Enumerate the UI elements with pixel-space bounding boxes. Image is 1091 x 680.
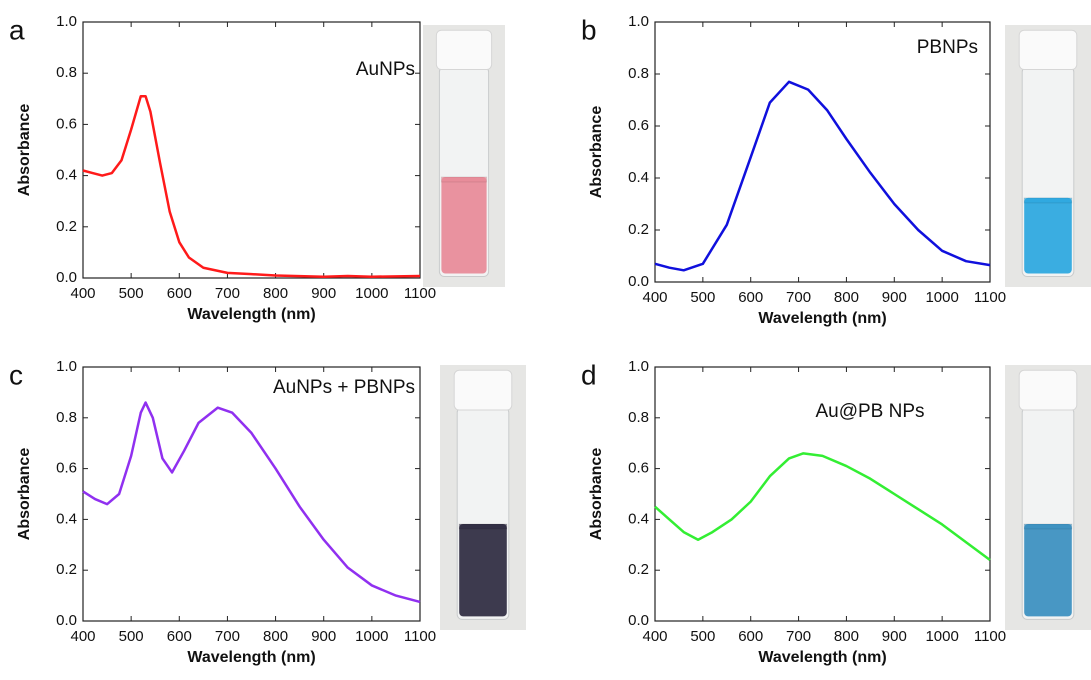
vial-meniscus: [440, 176, 488, 183]
y-tick-label: 0.8: [628, 65, 649, 82]
vial-photo: [1005, 365, 1091, 630]
y-tick-label: 0.2: [628, 561, 649, 578]
panel-letter: c: [9, 359, 23, 390]
x-tick-label: 1000: [355, 628, 388, 645]
x-tick-label: 400: [642, 289, 667, 306]
x-tick-label: 700: [786, 289, 811, 306]
annotation: Au@PB NPs: [815, 401, 924, 422]
annotation: AuNPs + PBNPs: [273, 377, 415, 398]
vial-meniscus: [458, 523, 508, 530]
y-tick-label: 0.4: [56, 167, 77, 184]
plot-frame: [82, 21, 421, 279]
vial-cap: [1018, 369, 1078, 411]
x-tick-label: 1000: [925, 628, 958, 645]
x-tick-label: 400: [642, 628, 667, 645]
x-tick-label: 900: [311, 285, 336, 302]
y-tick-label: 0.8: [56, 409, 77, 426]
y-tick-label: 0.2: [628, 221, 649, 238]
vial-liquid: [459, 524, 507, 617]
x-tick-label: 700: [786, 628, 811, 645]
panel-letter: d: [581, 359, 597, 390]
vial-photo: [1005, 25, 1091, 287]
y-tick-label: 0.8: [628, 409, 649, 426]
spectrum-line: [82, 94, 421, 278]
vial-liquid: [441, 176, 487, 274]
plot-frame: [654, 366, 991, 622]
y-tick-label: 0.6: [56, 115, 77, 132]
plot-frame: [82, 366, 421, 622]
vial-cap: [453, 369, 513, 411]
x-tick-label: 1100: [404, 628, 436, 645]
x-tick-label: 900: [882, 628, 907, 645]
x-tick-label: 600: [738, 628, 763, 645]
vial-meniscus: [1023, 197, 1073, 204]
vial-photo: [423, 25, 505, 287]
x-tick-label: 700: [215, 628, 240, 645]
x-tick-label: 500: [119, 285, 144, 302]
x-tick-label: 500: [690, 289, 715, 306]
y-tick-label: 0.0: [56, 269, 77, 286]
plot-frame: [654, 21, 991, 283]
y-tick-label: 0.0: [628, 612, 649, 629]
y-tick-label: 0.4: [628, 510, 649, 527]
y-axis-title: Absorbance: [588, 448, 605, 541]
y-tick-label: 0.4: [628, 169, 649, 186]
x-tick-label: 1100: [974, 628, 1006, 645]
y-axis-title: Absorbance: [16, 448, 33, 541]
x-axis-title: Wavelength (nm): [758, 310, 886, 327]
vial-liquid: [1024, 524, 1072, 617]
y-tick-label: 0.6: [56, 460, 77, 477]
x-tick-label: 400: [70, 628, 95, 645]
y-tick-label: 0.8: [56, 64, 77, 81]
spectrum-line: [82, 401, 421, 604]
y-tick-label: 0.2: [56, 218, 77, 235]
spectrum-line: [654, 80, 991, 272]
x-axis-title: Wavelength (nm): [187, 306, 315, 323]
y-tick-label: 0.4: [56, 510, 77, 527]
x-tick-label: 400: [70, 285, 95, 302]
y-tick-label: 1.0: [56, 358, 77, 375]
y-axis-title: Absorbance: [588, 106, 605, 199]
x-tick-label: 500: [690, 628, 715, 645]
annotation: AuNPs: [356, 59, 415, 80]
panel-letter: a: [9, 14, 25, 45]
spectrum-line: [654, 452, 991, 562]
y-tick-label: 0.0: [628, 273, 649, 290]
x-tick-label: 800: [263, 285, 288, 302]
y-tick-label: 1.0: [56, 13, 77, 30]
vial-cap: [1018, 29, 1078, 71]
x-tick-label: 1000: [925, 289, 958, 306]
y-tick-label: 0.2: [56, 561, 77, 578]
y-tick-label: 0.6: [628, 117, 649, 134]
y-tick-label: 1.0: [628, 13, 649, 30]
y-axis-title: Absorbance: [16, 104, 33, 197]
panel-letter: b: [581, 14, 597, 45]
vial-meniscus: [1023, 523, 1073, 530]
x-tick-label: 1100: [404, 285, 436, 302]
vial-photo: [440, 365, 526, 630]
x-tick-label: 1100: [974, 289, 1006, 306]
x-tick-label: 1000: [355, 285, 388, 302]
x-tick-label: 700: [215, 285, 240, 302]
x-tick-label: 800: [263, 628, 288, 645]
y-tick-label: 1.0: [628, 358, 649, 375]
annotation: PBNPs: [917, 37, 978, 58]
x-tick-label: 800: [834, 628, 859, 645]
x-tick-label: 900: [311, 628, 336, 645]
x-tick-label: 800: [834, 289, 859, 306]
vial-liquid: [1024, 197, 1072, 274]
x-axis-title: Wavelength (nm): [187, 649, 315, 666]
x-tick-label: 900: [882, 289, 907, 306]
x-axis-title: Wavelength (nm): [758, 649, 886, 666]
vial-cap: [435, 29, 493, 71]
x-tick-label: 600: [167, 285, 192, 302]
x-tick-label: 600: [738, 289, 763, 306]
x-tick-label: 500: [119, 628, 144, 645]
y-tick-label: 0.6: [628, 460, 649, 477]
y-tick-label: 0.0: [56, 612, 77, 629]
x-tick-label: 600: [167, 628, 192, 645]
